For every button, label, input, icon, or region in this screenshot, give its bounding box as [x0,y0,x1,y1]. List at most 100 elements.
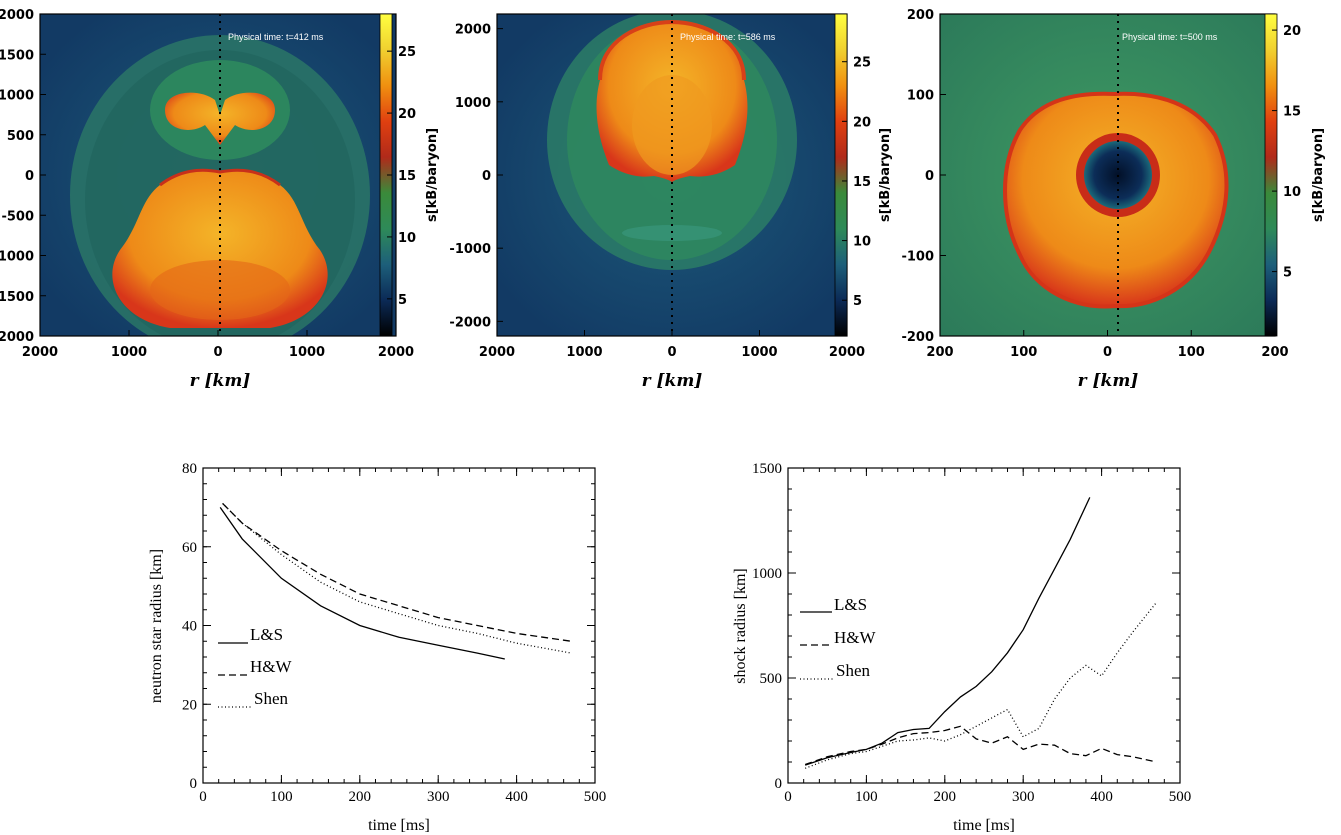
heatmap-1-y-ticks: 2000 1500 1000 500 0 -500 -1000 -1500 -2000 [0,8,46,345]
y-tick-label: 0 [775,776,783,792]
y-tick-label: 80 [182,461,197,477]
line-plot-2-y-axis-title: shock radius [km] [732,568,749,684]
legend-label-shen: Shen [836,661,871,680]
line-plot-1-legend: L&S H&W Shen [218,625,293,708]
y-tick-label: 200 [907,8,934,23]
colorbar-tick-label: 20 [1283,24,1301,39]
x-tick-label: 300 [1012,789,1035,805]
heatmap-2-x-axis-title: r [km] [642,371,703,391]
heatmap-panel-3: Physical time: t=500 ms 2001000-100-200 … [901,8,1326,391]
x-tick-label: 200 [1261,345,1288,360]
colorbar-tick-label: 25 [853,56,871,71]
colorbar-tick-label: 25 [398,45,416,60]
y-tick-label: 500 [7,129,34,144]
series-line-h-w [804,725,1157,766]
line-plot-2-series [804,497,1158,769]
colorbar-tick-label: 15 [1283,105,1301,120]
x-tick-label: 1000 [111,345,147,360]
y-tick-label: -2000 [0,330,34,345]
y-tick-label: 60 [182,540,197,556]
x-tick-label: 1000 [741,345,777,360]
legend-label-ls: L&S [250,625,283,644]
heatmap-1-x-ticks: 2000 1000 0 1000 2000 [22,330,414,360]
x-tick-label: 500 [1169,789,1192,805]
heatmap-panel-1: Physical time: t=412 ms 2000 1500 1000 500 0… [0,8,440,391]
x-tick-label: 400 [505,789,528,805]
y-tick-label: 0 [482,169,491,184]
colorbar-tick-label: 10 [853,235,871,250]
y-tick-label: 0 [25,169,34,184]
x-tick-label: 1000 [566,345,602,360]
x-tick-label: 100 [270,789,293,805]
colorbar-tick-label: 5 [853,294,862,309]
x-tick-label: 0 [213,345,222,360]
heatmap-3-colorbar: 20 15 10 5 [1264,13,1301,337]
y-tick-label: 2000 [455,23,491,38]
y-tick-label: 1500 [0,48,34,63]
heatmap-panel-2: Physical time: t=586 ms 2000 1000 0 -1000 -2… [449,13,893,391]
y-tick-label: 100 [907,89,934,104]
heatmap-3-x-ticks: 200 100 0 100 200 [926,330,1289,360]
line-plot-2-x-axis-title: time [ms] [953,817,1015,834]
line-plot-2-legend: L&S H&W Shen [800,595,877,680]
y-tick-label: -100 [901,250,934,265]
colorbar-tick-label: 15 [398,169,416,184]
colorbar-tick-label: 20 [853,115,871,130]
y-tick-label: -1500 [0,290,34,305]
line-plot-1-ticks: 0 100 200 300 400 500 0 20 40 60 80 [182,461,606,805]
heatmap-2-colorbar: 25 20 15 10 5 [834,13,871,337]
x-tick-label: 300 [427,789,450,805]
colorbar-tick-label: 10 [1283,185,1301,200]
line-plot-2-frame [787,467,1181,784]
legend-label-hw: H&W [834,628,877,647]
y-tick-label: 20 [182,697,197,713]
heatmap-2-x-ticks: 2000 1000 0 1000 2000 [479,330,865,360]
legend-label-shen: Shen [254,689,289,708]
line-plot-shock-radius: 0 100 200 300 400 500 0 500 1000 1500 time [ms] s… [732,461,1191,834]
x-tick-label: 2000 [829,345,865,360]
y-tick-label: -500 [1,209,34,224]
heatmap-3-image [940,14,1275,336]
heatmap-1-colorbar: 25 20 15 10 5 [379,13,416,337]
heatmap-2-y-ticks: 2000 1000 0 -1000 -2000 [449,23,503,330]
y-tick-label: -200 [901,330,934,345]
heatmap-3-y-ticks: 200 100 0 -100 -200 [901,8,946,345]
y-tick-label: 1000 [455,96,491,111]
y-tick-label: 2000 [0,8,34,23]
heatmap-1-image [40,14,396,336]
y-tick-label: 0 [925,169,934,184]
line-plot-1-y-axis-title: neutron star radius [km] [148,549,165,703]
y-tick-label: 500 [760,671,783,687]
y-tick-label: -1000 [449,242,491,257]
line-plot-neutron-star-radius: 0 100 200 300 400 500 0 20 40 60 80 time [ms] neut… [148,461,606,834]
x-tick-label: 0 [199,789,207,805]
x-tick-label: 0 [667,345,676,360]
x-tick-label: 200 [349,789,372,805]
y-tick-label: 40 [182,619,197,635]
heatmap-1-x-axis-title: r [km] [190,371,251,391]
x-tick-label: 200 [934,789,957,805]
line-plot-1-series [219,502,572,660]
x-tick-label: 0 [784,789,792,805]
colorbar-tick-label: 20 [398,107,416,122]
heatmap-1-colorbar-label: s[kB/baryon] [425,128,440,222]
x-tick-label: 200 [926,345,953,360]
y-tick-label: 1500 [752,461,782,477]
x-tick-label: 100 [855,789,878,805]
y-tick-label: -1000 [0,250,34,265]
legend-label-hw: H&W [250,657,293,676]
colorbar-tick-label: 5 [1283,266,1292,281]
x-tick-label: 100 [1178,345,1205,360]
y-tick-label: 1000 [752,566,782,582]
y-tick-label: 1000 [0,89,34,104]
line-plot-2-ticks: 0 100 200 300 400 500 0 500 1000 1500 [752,461,1191,805]
y-tick-label: 0 [190,776,198,792]
series-line-l-s [219,507,505,660]
x-tick-label: 100 [1010,345,1037,360]
x-tick-label: 2000 [479,345,515,360]
legend-label-ls: L&S [834,595,867,614]
heatmap-1-annotation: Physical time: t=412 ms [228,32,324,42]
x-tick-label: 2000 [22,345,58,360]
x-tick-label: 2000 [378,345,414,360]
heatmap-3-x-axis-title: r [km] [1078,371,1139,391]
